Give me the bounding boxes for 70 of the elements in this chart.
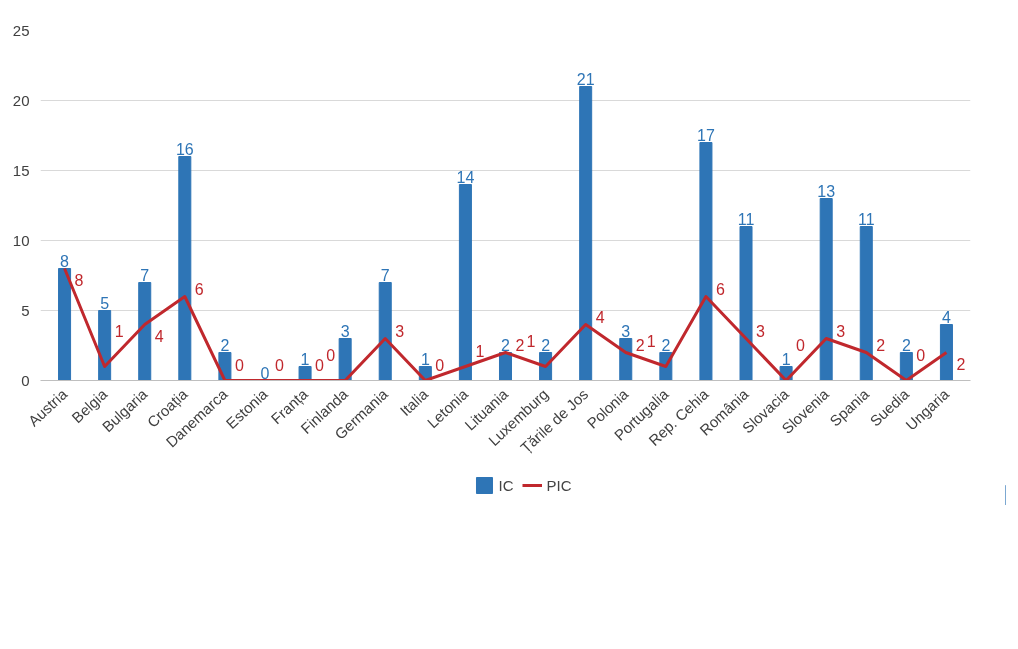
bar [819, 198, 833, 381]
data-label: 14 [456, 168, 475, 186]
data-label: 2 [956, 355, 966, 373]
y-tick-label: 0 [21, 371, 30, 389]
data-label: 6 [194, 280, 204, 298]
data-label: 1 [781, 350, 791, 368]
data-label: 2 [876, 336, 886, 354]
data-label: 0 [234, 356, 244, 374]
bar [378, 282, 392, 381]
bar [338, 338, 352, 381]
data-label: 1 [475, 342, 485, 360]
legend-label: PIC [546, 476, 572, 494]
bar [619, 338, 633, 381]
data-label: 2 [635, 336, 645, 354]
bar [939, 324, 953, 381]
data-label: 2 [901, 336, 911, 354]
data-label: 2 [220, 336, 230, 354]
data-label: 4 [942, 308, 951, 326]
y-tick-label: 10 [12, 231, 30, 249]
y-tick-label: 15 [12, 161, 30, 179]
bar [138, 282, 152, 381]
bar [178, 156, 192, 381]
bar [458, 184, 472, 381]
data-label: 3 [395, 322, 405, 340]
data-label: 8 [74, 271, 84, 289]
data-label: 0 [916, 346, 926, 364]
y-tick-label: 20 [12, 91, 30, 109]
data-label: 16 [175, 140, 194, 158]
data-label: 3 [836, 322, 846, 340]
data-label: 3 [621, 322, 631, 340]
data-label: 1 [646, 332, 656, 350]
data-label: 1 [526, 332, 536, 350]
bar [58, 268, 72, 381]
bar [98, 310, 112, 381]
data-label: 0 [315, 356, 325, 374]
y-tick-label: 5 [21, 301, 30, 319]
bar [298, 366, 312, 381]
data-label: 17 [697, 126, 715, 144]
bar [859, 226, 873, 381]
data-label: 2 [501, 336, 511, 354]
bar [579, 86, 593, 381]
data-label: 1 [114, 322, 124, 340]
x-tick-label: Italia [396, 384, 432, 420]
data-label: 0 [274, 356, 284, 374]
data-label: 3 [756, 322, 766, 340]
y-tick-label: 25 [12, 21, 30, 39]
data-label: 21 [576, 70, 595, 88]
data-label: 11 [857, 210, 875, 228]
data-label: 2 [541, 336, 551, 354]
data-label: 0 [260, 364, 270, 382]
data-label: 11 [737, 210, 755, 228]
bar [699, 142, 713, 381]
data-label: 13 [817, 182, 836, 200]
data-label: 7 [380, 266, 390, 284]
data-label: 6 [715, 280, 725, 298]
data-label: 0 [796, 336, 806, 354]
data-label: 3 [340, 322, 350, 340]
data-label: 5 [100, 294, 110, 312]
data-label: 1 [420, 350, 430, 368]
data-label: 0 [326, 346, 336, 364]
data-label: 2 [661, 336, 671, 354]
data-label: 7 [140, 266, 150, 284]
legend-label: IC [498, 476, 515, 494]
data-label: 4 [595, 308, 605, 326]
data-label: 2 [515, 336, 525, 354]
bar [739, 226, 753, 381]
data-label: 8 [60, 252, 70, 270]
data-label: 0 [435, 356, 445, 374]
data-label: 4 [154, 327, 164, 345]
data-label: 1 [300, 350, 310, 368]
